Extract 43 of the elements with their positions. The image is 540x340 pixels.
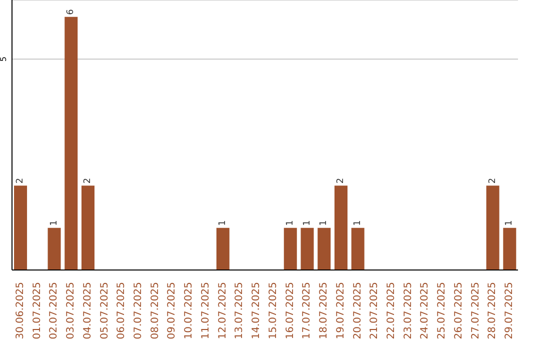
data-label: 6	[66, 8, 76, 15]
x-tick-label: 24.07.2025	[420, 282, 431, 340]
x-tick-label: 08.07.2025	[150, 282, 161, 340]
x-tick-label: 13.07.2025	[234, 282, 246, 340]
data-label: 1	[352, 220, 363, 226]
x-tick-label: 22.07.2025	[386, 282, 397, 340]
data-label: 2	[336, 178, 346, 184]
x-tick-label: 14.07.2025	[251, 282, 262, 340]
x-tick-label: 01.07.2025	[32, 282, 43, 340]
x-tick-label: 25.07.2025	[436, 282, 448, 340]
data-label: 1	[504, 220, 515, 226]
x-tick-label: 02.07.2025	[48, 282, 60, 340]
data-label: 1	[49, 220, 60, 226]
x-tick-label: 07.07.2025	[133, 282, 144, 340]
y-tick-label: 5	[0, 56, 8, 62]
x-tick-label: 05.07.2025	[99, 282, 110, 340]
x-tick-label: 29.07.2025	[504, 282, 516, 340]
data-label: 2	[82, 178, 93, 184]
x-tick-label: 16.07.2025	[284, 282, 296, 340]
x-tick-label: 03.07.2025	[66, 282, 77, 340]
x-tick-label: 26.07.2025	[453, 282, 464, 340]
x-tick-label: 20.07.2025	[352, 282, 364, 340]
x-tick-label: 10.07.2025	[184, 282, 195, 340]
data-label: 1	[218, 220, 228, 226]
x-tick-label: 09.07.2025	[166, 282, 178, 340]
data-label: 1	[319, 220, 330, 226]
data-label: 1	[302, 220, 312, 226]
x-tick-label: 21.07.2025	[369, 282, 380, 340]
data-label: 2	[16, 178, 26, 184]
x-tick-label: 17.07.2025	[302, 282, 313, 340]
data-label: 1	[285, 220, 296, 226]
x-tick-label: 27.07.2025	[470, 282, 482, 340]
x-tick-label: 04.07.2025	[82, 282, 94, 340]
data-label: 2	[488, 178, 498, 184]
x-tick-label: 18.07.2025	[318, 282, 330, 340]
x-tick-label: 12.07.2025	[217, 282, 228, 340]
x-tick-label: 15.07.2025	[268, 282, 279, 340]
x-tick-label: 23.07.2025	[402, 282, 414, 340]
x-tick-label: 06.07.2025	[116, 282, 128, 340]
x-tick-label: 19.07.2025	[335, 282, 346, 340]
x-tick-label: 11.07.2025	[200, 282, 212, 340]
x-tick-label: 28.07.2025	[487, 282, 498, 340]
x-tick-label: 30.06.2025	[14, 282, 26, 340]
